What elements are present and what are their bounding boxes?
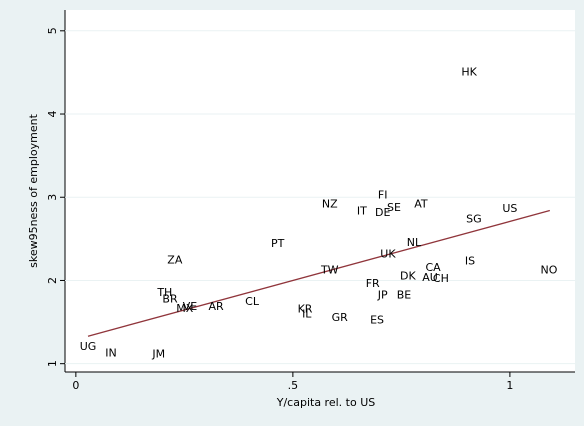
point-label: KR xyxy=(298,303,313,316)
y-tick-label: 5 xyxy=(46,27,59,34)
point-label: PT xyxy=(271,237,285,250)
point-label: CA xyxy=(425,261,441,274)
point-label: FI xyxy=(378,189,388,202)
point-label: NO xyxy=(541,263,558,276)
point-label: ES xyxy=(370,313,384,326)
point-label: BE xyxy=(397,288,412,301)
point-label: CL xyxy=(245,295,260,308)
point-label: IL xyxy=(302,308,312,321)
point-label: MX xyxy=(176,302,193,315)
point-label: US xyxy=(502,202,517,215)
point-label: BR xyxy=(162,293,178,306)
point-label: HK xyxy=(461,65,477,78)
point-label: GR xyxy=(332,311,349,324)
x-tick-label: 0 xyxy=(72,379,79,392)
point-label: AR xyxy=(208,300,224,313)
point-label: VE xyxy=(183,300,198,313)
point-label: IT xyxy=(357,204,367,217)
y-axis-title: skew95ness of employment xyxy=(27,113,40,267)
x-tick-label: .5 xyxy=(288,379,299,392)
point-label: DK xyxy=(400,269,416,282)
point-label: IS xyxy=(465,254,475,267)
point-label: NZ xyxy=(322,198,338,211)
point-label: DE xyxy=(375,206,390,219)
point-label: SG xyxy=(466,213,482,226)
y-tick-label: 4 xyxy=(46,111,59,118)
point-label: NL xyxy=(407,236,422,249)
point-label: FR xyxy=(366,277,380,290)
plot-area xyxy=(65,10,575,372)
point-label: JM xyxy=(151,348,165,361)
x-tick-label: 1 xyxy=(506,379,513,392)
point-label: JP xyxy=(377,288,388,301)
point-label: AU xyxy=(422,271,438,284)
point-label: ZA xyxy=(167,253,183,266)
point-label: SE xyxy=(387,201,401,214)
point-label: UK xyxy=(380,248,396,261)
x-axis-title: Y/capita rel. to US xyxy=(276,396,375,409)
fit-line xyxy=(87,209,550,337)
y-tick-label: 2 xyxy=(46,277,59,284)
y-tick-label: 1 xyxy=(46,360,59,367)
point-label: AT xyxy=(414,198,428,211)
point-label: TH xyxy=(156,286,172,299)
point-label: IN xyxy=(105,347,116,360)
y-tick-label: 3 xyxy=(46,194,59,201)
point-label: UG xyxy=(80,340,97,353)
point-label: TW xyxy=(320,263,339,276)
point-label: CH xyxy=(433,272,449,285)
